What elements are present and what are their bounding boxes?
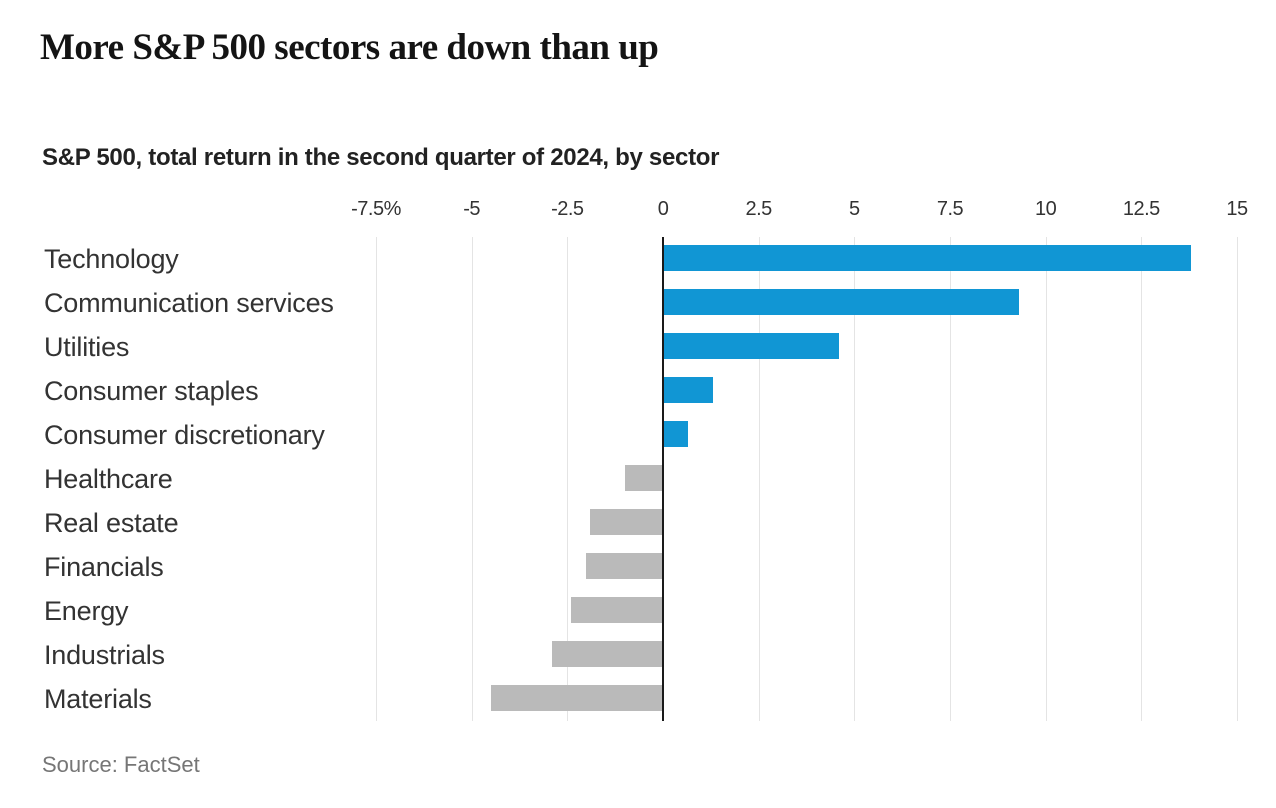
x-axis-tick-label: 10 xyxy=(1035,198,1057,220)
chart-title: More S&P 500 sectors are down than up xyxy=(40,27,659,68)
category-label-healthcare: Healthcare xyxy=(44,463,173,494)
gridline xyxy=(1237,237,1238,721)
gridline xyxy=(567,237,569,721)
x-axis-tick-label: 7.5 xyxy=(936,198,964,220)
x-axis-tick-label: 12.5 xyxy=(1122,198,1160,220)
bar-utilities xyxy=(663,333,840,359)
bar-consumer-staples xyxy=(663,377,713,403)
x-axis-tick-label: 15 xyxy=(1226,198,1248,220)
category-label-consumer-discretionary: Consumer discretionary xyxy=(44,419,325,450)
category-label-consumer-staples: Consumer staples xyxy=(44,375,259,406)
bar-financials xyxy=(586,553,663,579)
x-axis-tick-label: -2.5 xyxy=(551,198,584,220)
x-axis-tick-label: 5 xyxy=(849,198,860,220)
x-axis-tick-label: 0 xyxy=(657,198,669,220)
bar-materials xyxy=(490,685,663,711)
gridline xyxy=(471,237,473,721)
category-label-communication-services: Communication services xyxy=(44,287,334,318)
gridline xyxy=(854,237,856,721)
bar-healthcare xyxy=(624,465,663,491)
category-label-real-estate: Real estate xyxy=(44,507,179,538)
source-note: Source: FactSet xyxy=(42,752,200,777)
x-axis-tick-label: -5 xyxy=(463,198,481,220)
category-label-materials: Materials xyxy=(44,683,152,714)
gridline xyxy=(376,237,377,721)
zero-baseline xyxy=(662,237,664,721)
chart-subtitle: S&P 500, total return in the second quar… xyxy=(42,144,720,171)
gridline xyxy=(950,237,951,721)
bar-real-estate xyxy=(590,509,663,535)
gridline xyxy=(1141,237,1143,721)
bar-industrials xyxy=(552,641,663,667)
category-label-energy: Energy xyxy=(44,595,129,626)
category-label-financials: Financials xyxy=(44,551,164,582)
category-label-utilities: Utilities xyxy=(44,331,130,362)
bar-energy xyxy=(571,597,663,623)
x-axis-tick-label: -7.5% xyxy=(351,198,401,220)
gridline xyxy=(758,237,760,721)
gridline xyxy=(1045,237,1047,721)
bar-technology xyxy=(663,245,1192,271)
category-label-technology: Technology xyxy=(44,243,179,274)
category-label-industrials: Industrials xyxy=(44,639,165,670)
x-axis-tick-label: 2.5 xyxy=(745,198,773,220)
bar-communication-services xyxy=(663,289,1019,315)
bar-consumer-discretionary xyxy=(663,421,688,447)
